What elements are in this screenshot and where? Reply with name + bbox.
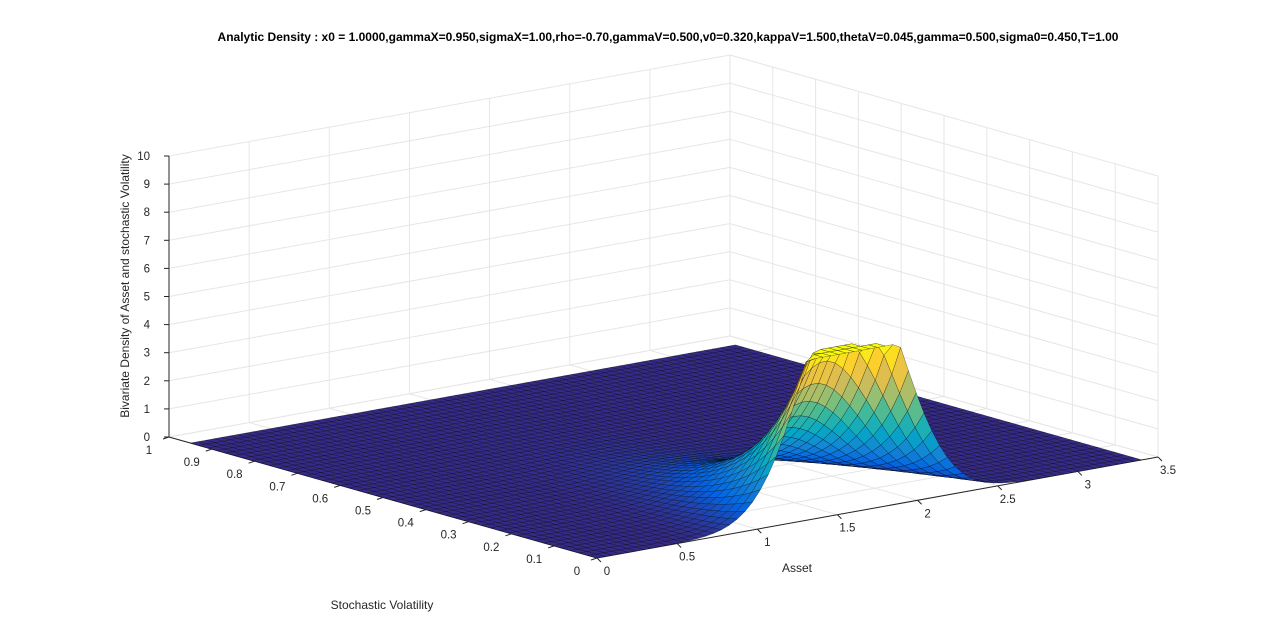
x-tick-mark [1157,456,1163,462]
grid-line [729,110,1159,233]
grid-line [168,138,731,241]
grid-line [168,110,731,213]
x-axis-label: Asset [782,561,813,575]
z-tick-label: 1 [144,404,150,416]
y-axis-label: Stochastic Volatility [331,598,434,612]
grid-line [729,223,1159,346]
z-axis-label: Bivariate Density of Asset and stochasti… [118,154,132,417]
y-tick-mark [248,460,255,464]
y-tick-mark [419,509,426,513]
y-tick-mark [548,545,555,549]
z-tick-label: 2 [144,376,150,388]
z-tick-label: 5 [144,292,150,304]
y-tick-label: 0.2 [483,542,499,554]
x-tick-label: 1 [764,537,770,549]
x-tick-mark [596,557,602,563]
z-tick-label: 3 [144,348,150,360]
z-tick-label: 8 [144,207,150,219]
x-tick-mark [1077,471,1083,476]
z-tick-label: 6 [144,263,150,275]
y-tick-mark [590,557,598,561]
grid-line [729,279,1159,402]
y-tick-label: 0 [574,566,580,578]
grid-line [729,54,1159,177]
x-tick-label: 0.5 [679,552,695,564]
grid-line [729,307,1159,430]
grid-line [168,223,731,326]
grid-line [729,195,1159,317]
z-tick-label: 7 [144,235,150,247]
density-surface [190,343,1143,559]
chart-title: Analytic Density : x0 = 1.0000,gammaX=0.… [218,30,1119,44]
y-tick-mark [376,497,384,500]
grid-line [168,335,731,438]
grid-line [729,166,1159,289]
x-tick-mark [756,528,762,534]
tick-labels: 0 0.5 1 1.5 2 2.5 3 3.5 0 0.1 0.2 0.3 0.4 0.5 0.6 0.7 0.… [137,151,1176,578]
y-tick-label: 0.9 [184,457,200,469]
grid-line [729,82,1159,205]
x-tick-label: 3 [1085,479,1091,491]
z-tick-label: 4 [144,320,151,332]
z-tick-label: 0 [144,432,150,444]
grid-line [168,195,731,297]
grid-line [168,54,731,157]
y-tick-mark [334,484,341,488]
y-tick-label: 0.6 [312,493,328,505]
y-tick-label: 0.5 [355,506,371,518]
x-tick-label: 0 [604,566,610,578]
x-tick-mark [997,485,1003,491]
z-tick-label: 9 [144,179,150,191]
x-tick-label: 2 [924,508,930,520]
surface-patch [588,553,605,559]
y-tick-mark [505,533,512,537]
grid-line [168,82,731,185]
grid-line [168,307,731,410]
y-tick-mark [291,472,298,476]
y-tick-label: 0.7 [269,481,285,493]
y-tick-mark [205,448,212,452]
grid-line [729,251,1159,374]
y-tick-label: 0.4 [398,518,415,530]
x-tick-mark [917,499,922,505]
y-tick-label: 0.8 [227,469,243,481]
x-tick-label: 3.5 [1160,465,1176,477]
x-tick-label: 2.5 [1000,494,1016,506]
y-tick-mark [462,521,469,525]
x-tick-mark [676,543,682,548]
grid-line [168,166,731,269]
z-tick-label: 10 [137,151,150,163]
grid-line [168,279,731,382]
x-tick-mark [837,514,842,520]
y-tick-label: 1 [146,445,152,457]
grid-line [168,251,731,354]
y-tick-label: 0.3 [441,530,457,542]
grid-line [729,138,1159,261]
x-tick-label: 1.5 [839,523,855,535]
y-tick-label: 0.1 [526,554,542,566]
